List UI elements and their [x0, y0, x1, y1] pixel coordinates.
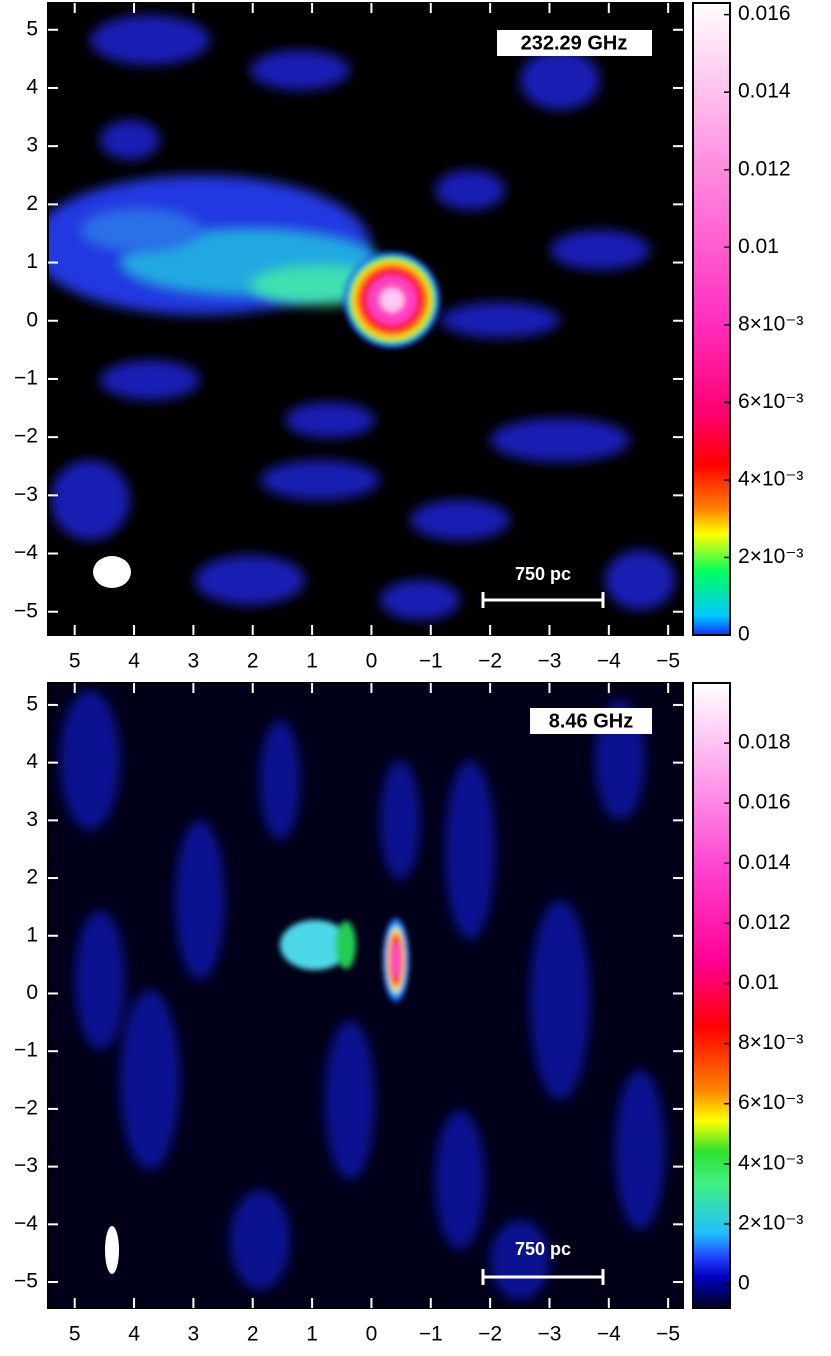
x-tick-label: −2 [478, 650, 502, 673]
x-tick-label: 1 [306, 1323, 318, 1346]
y-tick-label: 1 [26, 923, 38, 946]
beam [93, 556, 131, 588]
x-tick-label: 5 [69, 1323, 81, 1346]
x-tick-label: −1 [419, 650, 443, 673]
map-image: 8.46 GHz 750 pc [48, 683, 683, 1308]
x-tick-label: 2 [247, 1323, 259, 1346]
colorbar-tick-label: 0.018 [738, 731, 791, 754]
y-tick-label: 0 [26, 981, 38, 1004]
y-tick-label: 0 [26, 308, 38, 331]
colorbar-tick-label: 0.012 [738, 911, 791, 934]
colorbar-tick-label: 2×10⁻³ [738, 1211, 803, 1234]
colorbar-tick-label: 4×10⁻³ [738, 467, 803, 490]
y-tick-label: −2 [14, 425, 38, 448]
x-tick-label: −1 [419, 1323, 443, 1346]
scale-bar-label: 750 pc [515, 564, 571, 584]
y-tick-label: 5 [26, 17, 38, 40]
y-tick-label: −3 [14, 1154, 38, 1177]
colorbar [692, 682, 731, 1309]
y-tick-label: 4 [26, 750, 38, 773]
y-tick-label: −5 [14, 1270, 38, 1293]
x-tick-label: −5 [656, 650, 680, 673]
colorbar-tick-label: 8×10⁻³ [738, 1031, 803, 1054]
y-tick-label: 3 [26, 134, 38, 157]
label-box [530, 708, 652, 734]
colorbar-tick-label: 2×10⁻³ [738, 545, 803, 568]
x-tick-label: 0 [366, 650, 378, 673]
y-tick-label: −4 [14, 541, 38, 564]
x-tick-label: −5 [656, 1323, 680, 1346]
colorbar-tick-label: 0.014 [738, 80, 791, 103]
scale-bar [481, 1269, 605, 1285]
beam [105, 1226, 119, 1274]
x-tick-label: −4 [597, 1323, 621, 1346]
colorbar-tick-label: 6×10⁻³ [738, 390, 803, 413]
colorbar-tick-label: 0 [738, 1272, 750, 1295]
y-tick-label: 2 [26, 192, 38, 215]
colorbar-tick-label: 0 [738, 623, 750, 646]
x-tick-label: −2 [478, 1323, 502, 1346]
scale-bar [481, 592, 605, 608]
colorbar-tick-label: 0.016 [738, 2, 791, 25]
x-tick-label: 0 [366, 1323, 378, 1346]
x-tick-label: 4 [128, 1323, 140, 1346]
x-tick-label: 2 [247, 650, 259, 673]
x-tick-label: 3 [188, 1323, 200, 1346]
x-tick-label: −3 [537, 1323, 561, 1346]
y-tick-label: 3 [26, 808, 38, 831]
y-tick-label: −3 [14, 483, 38, 506]
y-tick-label: −1 [14, 1039, 38, 1062]
y-tick-label: 4 [26, 76, 38, 99]
x-tick-label: 4 [128, 650, 140, 673]
x-tick-label: −4 [597, 650, 621, 673]
x-tick-label: −3 [537, 650, 561, 673]
map-image: 232.29 GHz 750 pc [48, 3, 683, 635]
frame [47, 682, 684, 1309]
y-tick-label: −1 [14, 366, 38, 389]
x-tick-label: 3 [188, 650, 200, 673]
frame [47, 2, 684, 636]
colorbar [692, 2, 731, 636]
y-tick-label: 1 [26, 250, 38, 273]
frequency-label: 8.46 GHz [549, 710, 633, 732]
label-box [497, 30, 652, 56]
colorbar-tick-label: 0.016 [738, 791, 791, 814]
colorbar-tick-label: 0.014 [738, 851, 791, 874]
y-tick-label: −5 [14, 599, 38, 622]
y-tick-label: −2 [14, 1096, 38, 1119]
colorbar-tick-label: 8×10⁻³ [738, 312, 803, 335]
x-tick-label: 1 [306, 650, 318, 673]
scale-bar-label: 750 pc [515, 1239, 571, 1259]
y-tick-label: −4 [14, 1212, 38, 1235]
y-tick-label: 5 [26, 692, 38, 715]
frequency-label: 232.29 GHz [521, 32, 628, 54]
x-tick-label: 5 [69, 650, 81, 673]
colorbar-tick-label: 0.012 [738, 157, 791, 180]
colorbar-tick-label: 6×10⁻³ [738, 1091, 803, 1114]
colorbar-tick-label: 0.01 [738, 235, 779, 258]
colorbar-tick-label: 0.01 [738, 971, 779, 994]
colorbar-tick-label: 4×10⁻³ [738, 1151, 803, 1174]
y-tick-label: 2 [26, 866, 38, 889]
